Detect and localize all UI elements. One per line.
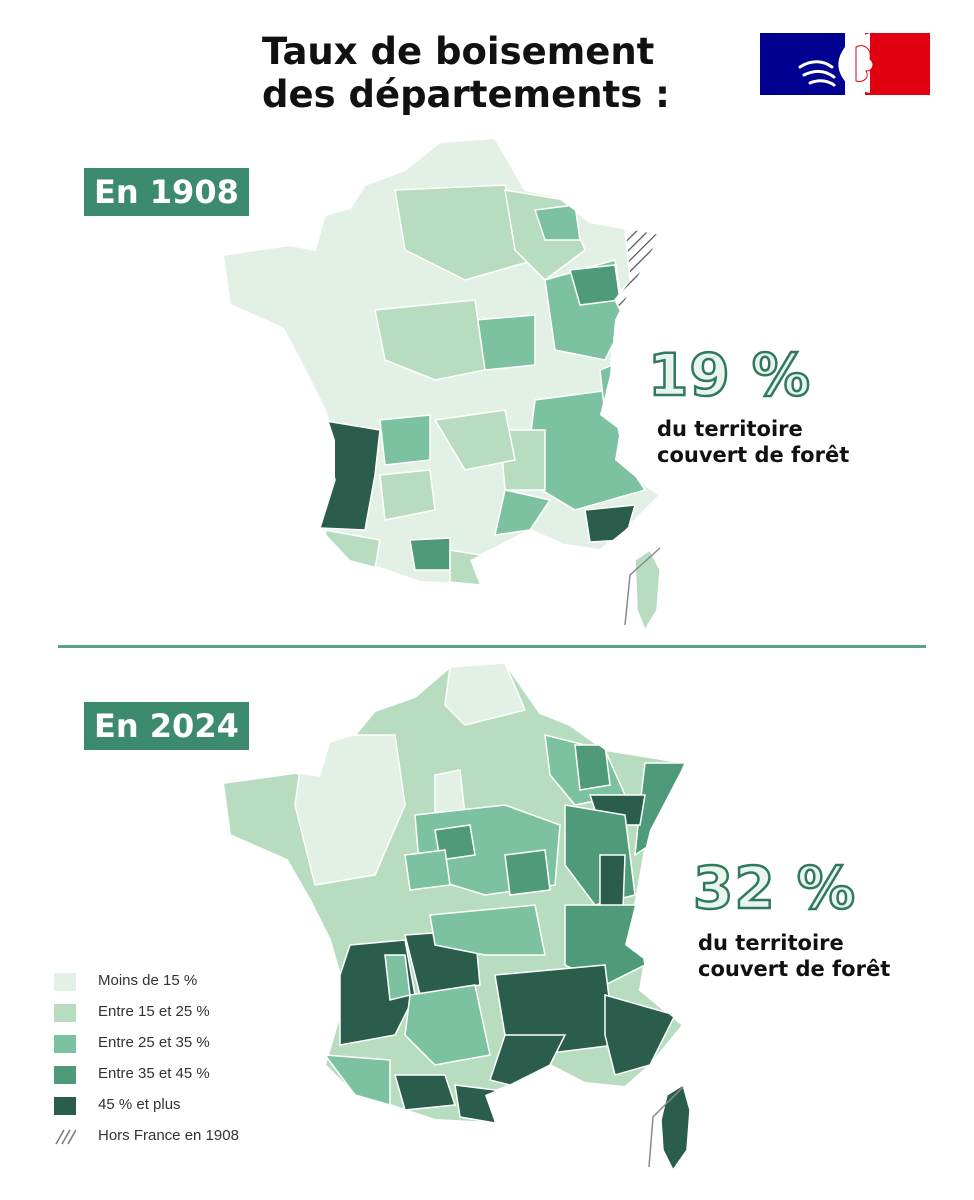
caption-2024: du territoire couvert de forêt — [698, 930, 890, 982]
percent-1908: 19 % — [647, 341, 812, 409]
legend-swatch — [54, 1004, 76, 1022]
caption-2024-line-2: couvert de forêt — [698, 957, 891, 981]
map-1908 — [221, 136, 662, 632]
legend-label: Entre 35 et 45 % — [98, 1065, 210, 1082]
section-divider — [58, 645, 926, 648]
legend-swatch — [54, 1066, 76, 1084]
legend-label: Entre 15 et 25 % — [98, 1003, 210, 1020]
legend-item: Entre 15 et 25 % — [54, 999, 294, 1030]
marianne-logo-icon — [760, 33, 930, 95]
caption-1908-line-1: du territoire — [657, 417, 803, 441]
corsica-2024 — [660, 1083, 691, 1172]
legend-label: 45 % et plus — [98, 1096, 181, 1113]
caption-2024-line-1: du territoire — [698, 931, 844, 955]
legend-item: 45 % et plus — [54, 1092, 294, 1123]
title-line-1: Taux de boisement — [262, 30, 655, 73]
legend-item: Entre 35 et 45 % — [54, 1061, 294, 1092]
page-title: Taux de boisement des départements : — [262, 30, 722, 116]
title-line-2: des départements : — [262, 73, 670, 116]
caption-1908-line-2: couvert de forêt — [657, 443, 850, 467]
corsica-1908 — [634, 548, 661, 632]
percent-2024: 32 % — [692, 854, 857, 922]
caption-1908: du territoire couvert de forêt — [657, 416, 849, 468]
map-2024 — [221, 661, 691, 1172]
map-legend: Moins de 15 % Entre 15 et 25 % Entre 25 … — [54, 968, 294, 1154]
legend-swatch — [54, 1097, 76, 1115]
badge-1908: En 1908 — [84, 168, 249, 216]
legend-swatch — [54, 1035, 76, 1053]
legend-label: Entre 25 et 35 % — [98, 1034, 210, 1051]
legend-item: Entre 25 et 35 % — [54, 1030, 294, 1061]
legend-item: Moins de 15 % — [54, 968, 294, 999]
legend-swatch — [54, 973, 76, 991]
hatch-swatch-icon — [55, 1129, 76, 1145]
legend-item: Hors France en 1908 — [54, 1123, 294, 1154]
badge-2024: En 2024 — [84, 702, 249, 750]
legend-label: Hors France en 1908 — [98, 1127, 239, 1144]
legend-label: Moins de 15 % — [98, 972, 198, 989]
